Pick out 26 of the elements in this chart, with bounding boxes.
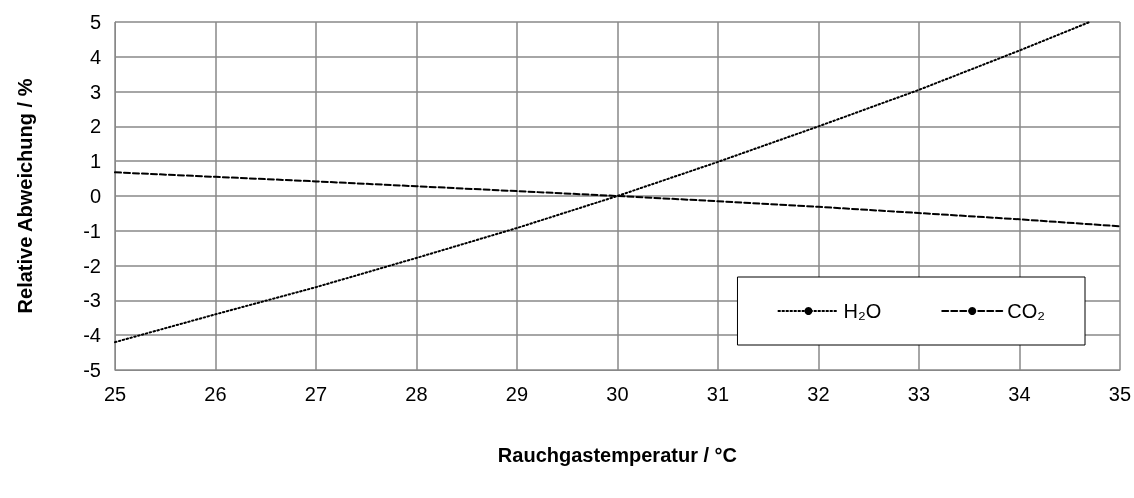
y-tick-label: 5 — [89, 11, 101, 33]
y-tick-label: -3 — [83, 289, 101, 312]
x-tick-label: 25 — [103, 383, 127, 405]
x-tick-label: 26 — [204, 383, 227, 405]
x-tick-label: 29 — [505, 383, 529, 405]
x-tick-label: 32 — [807, 383, 830, 405]
legend-label: CO₂ — [1007, 300, 1045, 322]
legend-label: H₂O — [843, 300, 882, 322]
x-tick-label: 34 — [1008, 383, 1031, 405]
y-tick-label: 1 — [89, 150, 101, 173]
y-tick-label: 4 — [89, 45, 101, 68]
y-tick-label: 2 — [89, 115, 101, 138]
x-tick-label: 28 — [405, 383, 428, 405]
x-tick-label: 33 — [907, 383, 931, 405]
x-tick-label: 35 — [1108, 383, 1131, 405]
x-tick-label: 31 — [706, 383, 730, 405]
y-tick-label: -2 — [83, 254, 101, 277]
y-tick-label: -5 — [83, 359, 101, 381]
x-axis-title: Rauchgastemperatur / °C — [497, 444, 738, 466]
y-tick-label: -4 — [83, 324, 101, 347]
x-tick-label: 27 — [304, 383, 328, 405]
y-tick-label: 3 — [89, 80, 101, 103]
x-tick-label: 30 — [606, 383, 629, 405]
y-axis-title: Relative Abweichung / % — [14, 78, 36, 314]
y-tick-label: -1 — [83, 219, 101, 242]
y-tick-label: 0 — [89, 185, 101, 207]
